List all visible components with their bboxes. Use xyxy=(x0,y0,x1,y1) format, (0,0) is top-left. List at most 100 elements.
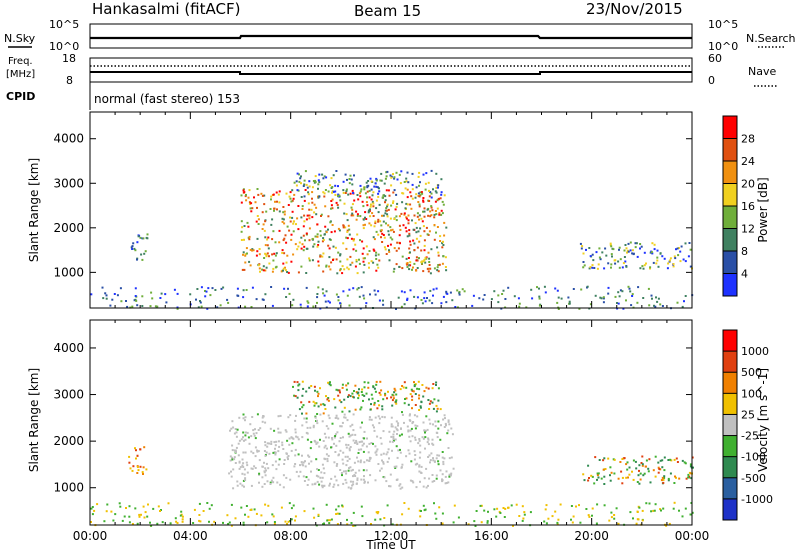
echo-point xyxy=(344,455,347,458)
echo-point xyxy=(379,469,381,472)
echo-point xyxy=(538,297,541,300)
echo-point xyxy=(329,482,331,485)
echo-point xyxy=(266,238,269,241)
echo-point xyxy=(287,458,289,461)
echo-point xyxy=(414,404,417,406)
echo-point xyxy=(423,249,426,252)
echo-point xyxy=(235,451,237,453)
echo-point xyxy=(231,456,234,459)
echo-point xyxy=(277,450,280,453)
echo-point xyxy=(413,242,416,245)
echo-point xyxy=(408,268,411,271)
echo-point xyxy=(142,237,145,240)
echo-point xyxy=(589,303,592,306)
echo-point xyxy=(409,429,412,432)
echo-point xyxy=(277,415,280,418)
echo-point xyxy=(618,266,621,269)
echo-point xyxy=(684,507,687,510)
echo-point xyxy=(647,287,650,290)
echo-point xyxy=(597,263,600,266)
echo-point xyxy=(363,480,366,483)
echo-point xyxy=(351,189,354,192)
echo-point xyxy=(428,408,431,410)
echo-point xyxy=(270,440,273,443)
echo-point xyxy=(661,476,664,479)
echo-point xyxy=(690,502,693,504)
echo-point xyxy=(350,206,353,209)
echo-point xyxy=(597,472,600,475)
echo-point xyxy=(330,200,333,202)
echo-point xyxy=(641,265,644,268)
echo-point xyxy=(512,524,514,527)
echo-point xyxy=(656,300,659,303)
echo-point xyxy=(135,457,137,460)
echo-point xyxy=(287,520,290,523)
echo-point xyxy=(277,463,280,466)
echo-point xyxy=(414,463,417,466)
echo-point xyxy=(442,463,445,466)
echo-point xyxy=(303,214,306,217)
echo-point xyxy=(384,209,387,212)
echo-point xyxy=(649,481,652,484)
echo-point xyxy=(298,173,300,176)
echo-point xyxy=(308,227,311,230)
echo-point xyxy=(278,241,281,244)
echo-point xyxy=(636,255,639,258)
echo-point xyxy=(383,236,386,239)
echo-point xyxy=(301,412,303,415)
echo-point xyxy=(328,484,331,487)
echo-point xyxy=(352,429,355,432)
echo-point xyxy=(249,264,252,267)
echo-point xyxy=(421,192,424,195)
echo-point xyxy=(295,223,297,226)
echo-point xyxy=(388,430,391,433)
echo-point xyxy=(256,413,259,416)
echo-point xyxy=(375,230,378,233)
echo-point xyxy=(330,231,333,234)
echo-point xyxy=(411,407,413,410)
noise-right-tick-top: 10^5 xyxy=(708,18,738,31)
echo-point xyxy=(355,218,358,221)
echo-point xyxy=(493,508,496,511)
echo-point xyxy=(382,461,385,464)
echo-point xyxy=(358,388,360,391)
echo-point xyxy=(338,399,341,402)
echo-point xyxy=(406,425,409,428)
echo-point xyxy=(326,447,328,450)
echo-point xyxy=(361,444,364,447)
echo-point xyxy=(283,213,286,216)
echo-point xyxy=(308,217,311,220)
echo-point xyxy=(291,210,294,213)
echo-point xyxy=(428,257,431,260)
echo-point xyxy=(264,244,267,247)
echo-point xyxy=(308,455,311,458)
echo-point xyxy=(650,251,653,254)
echo-point xyxy=(307,454,310,457)
echo-point xyxy=(582,473,585,476)
echo-point xyxy=(610,253,613,256)
echo-point xyxy=(205,290,208,293)
echo-point xyxy=(326,457,329,460)
colorbar-tick-label: 25 xyxy=(741,408,755,421)
echo-point xyxy=(335,201,338,204)
echo-point xyxy=(388,249,390,252)
echo-point xyxy=(591,253,594,256)
echo-point xyxy=(662,507,665,510)
echo-point xyxy=(134,249,137,252)
echo-point xyxy=(234,517,237,520)
echo-point xyxy=(313,243,316,246)
echo-point xyxy=(603,504,606,507)
echo-point xyxy=(322,403,325,406)
echo-point xyxy=(267,504,270,507)
noise-panel: N.Sky 10^5 10^0 10^5 10^0 N.Search xyxy=(4,18,796,53)
echo-point xyxy=(322,270,325,273)
echo-point xyxy=(407,507,410,510)
echo-point xyxy=(410,460,413,463)
echo-point xyxy=(359,459,362,462)
echo-point xyxy=(141,295,144,298)
echo-point xyxy=(262,223,265,226)
echo-point xyxy=(692,466,694,469)
echo-point xyxy=(319,387,321,390)
x-tick-label: 00:00 xyxy=(73,529,108,543)
echo-point xyxy=(530,288,533,291)
